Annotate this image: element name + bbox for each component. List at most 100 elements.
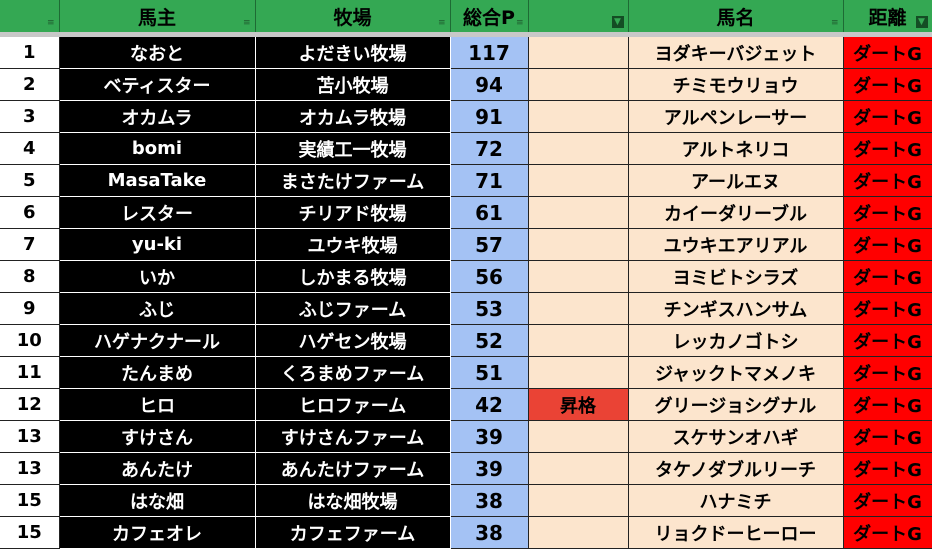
rank-cell[interactable]: 2 [0,68,60,101]
horse-name-cell[interactable]: チミモウリョウ [628,68,844,101]
farm-cell[interactable]: しかまる牧場 [255,260,451,293]
farm-cell[interactable]: ヒロファーム [255,388,451,421]
points-cell[interactable]: 94 [450,68,529,101]
points-cell[interactable]: 38 [450,516,529,549]
rank-cell[interactable]: 12 [0,388,60,421]
owner-cell[interactable]: たんまめ [59,356,256,389]
horse-name-cell[interactable]: アルトネリコ [628,132,844,165]
rank-cell[interactable]: 1 [0,34,60,69]
distance-cell[interactable]: ダートG [843,292,932,325]
owner-cell[interactable]: レスター [59,196,256,229]
points-cell[interactable]: 39 [450,420,529,453]
farm-cell[interactable]: 実績工一牧場 [255,132,451,165]
farm-cell[interactable]: ハゲセン牧場 [255,324,451,357]
horse-name-cell[interactable]: グリージョシグナル [628,388,844,421]
points-cell[interactable]: 39 [450,452,529,485]
rank-header[interactable]: ≡ [0,0,60,37]
note-cell[interactable]: 昇格 [528,388,629,421]
farm-cell[interactable]: チリアド牧場 [255,196,451,229]
owner-cell[interactable]: オカムラ [59,100,256,133]
horse-name-cell[interactable]: カイーダリーブル [628,196,844,229]
owner-header[interactable]: 馬主 ≡ [59,0,256,37]
note-cell[interactable] [528,132,629,165]
owner-cell[interactable]: ハゲナクナール [59,324,256,357]
owner-cell[interactable]: カフェオレ [59,516,256,549]
note-cell[interactable] [528,68,629,101]
distance-cell[interactable]: ダートG [843,452,932,485]
points-cell[interactable]: 91 [450,100,529,133]
points-cell[interactable]: 61 [450,196,529,229]
horse-name-cell[interactable]: リョクドーヒーロー [628,516,844,549]
owner-cell[interactable]: yu-ki [59,228,256,261]
farm-cell[interactable]: カフェファーム [255,516,451,549]
filter-icon[interactable]: ≡ [46,18,55,28]
rank-cell[interactable]: 11 [0,356,60,389]
points-cell[interactable]: 71 [450,164,529,197]
owner-cell[interactable]: ベティスター [59,68,256,101]
distance-cell[interactable]: ダートG [843,196,932,229]
note-cell[interactable] [528,196,629,229]
farm-cell[interactable]: オカムラ牧場 [255,100,451,133]
owner-cell[interactable]: すけさん [59,420,256,453]
rank-cell[interactable]: 9 [0,292,60,325]
horse-header[interactable]: 馬名 ≡ [628,0,844,37]
horse-name-cell[interactable]: レッカノゴトシ [628,324,844,357]
horse-name-cell[interactable]: ハナミチ [628,484,844,517]
farm-cell[interactable]: あんたけファーム [255,452,451,485]
owner-cell[interactable]: なおと [59,34,256,69]
note-cell[interactable] [528,228,629,261]
filter-icon[interactable]: ≡ [830,18,839,28]
rank-cell[interactable]: 3 [0,100,60,133]
horse-name-cell[interactable]: ユウキエアリアル [628,228,844,261]
owner-cell[interactable]: ヒロ [59,388,256,421]
rank-cell[interactable]: 4 [0,132,60,165]
note-header[interactable]: ▼ [528,0,629,37]
farm-cell[interactable]: はな畑牧場 [255,484,451,517]
horse-name-cell[interactable]: タケノダブルリーチ [628,452,844,485]
points-cell[interactable]: 53 [450,292,529,325]
farm-cell[interactable]: 苫小牧場 [255,68,451,101]
rank-cell[interactable]: 13 [0,452,60,485]
filter-icon[interactable]: ≡ [515,18,524,28]
horse-name-cell[interactable]: ヨミビトシラズ [628,260,844,293]
distance-cell[interactable]: ダートG [843,420,932,453]
points-cell[interactable]: 52 [450,324,529,357]
distance-cell[interactable]: ダートG [843,260,932,293]
distance-header[interactable]: 距離 ▼ [843,0,932,37]
note-cell[interactable] [528,420,629,453]
farm-cell[interactable]: くろまめファーム [255,356,451,389]
farm-cell[interactable]: すけさんファーム [255,420,451,453]
rank-cell[interactable]: 8 [0,260,60,293]
distance-cell[interactable]: ダートG [843,100,932,133]
points-cell[interactable]: 51 [450,356,529,389]
note-cell[interactable] [528,164,629,197]
rank-cell[interactable]: 15 [0,516,60,549]
filter-icon[interactable]: ≡ [242,18,251,28]
farm-cell[interactable]: ユウキ牧場 [255,228,451,261]
note-cell[interactable] [528,100,629,133]
rank-cell[interactable]: 15 [0,484,60,517]
distance-cell[interactable]: ダートG [843,484,932,517]
filter-active-icon[interactable]: ▼ [611,16,624,28]
distance-cell[interactable]: ダートG [843,34,932,69]
owner-cell[interactable]: bomi [59,132,256,165]
farm-cell[interactable]: まさたけファーム [255,164,451,197]
distance-cell[interactable]: ダートG [843,132,932,165]
filter-icon[interactable]: ≡ [437,18,446,28]
points-cell[interactable]: 57 [450,228,529,261]
note-cell[interactable] [528,34,629,69]
filter-active-icon[interactable]: ▼ [915,16,928,28]
rank-cell[interactable]: 7 [0,228,60,261]
distance-cell[interactable]: ダートG [843,164,932,197]
owner-cell[interactable]: いか [59,260,256,293]
owner-cell[interactable]: MasaTake [59,164,256,197]
horse-name-cell[interactable]: アールエヌ [628,164,844,197]
horse-name-cell[interactable]: ヨダキーバジェット [628,34,844,69]
distance-cell[interactable]: ダートG [843,68,932,101]
note-cell[interactable] [528,260,629,293]
horse-name-cell[interactable]: ジャックトマメノキ [628,356,844,389]
owner-cell[interactable]: ふじ [59,292,256,325]
distance-cell[interactable]: ダートG [843,388,932,421]
rank-cell[interactable]: 13 [0,420,60,453]
note-cell[interactable] [528,484,629,517]
